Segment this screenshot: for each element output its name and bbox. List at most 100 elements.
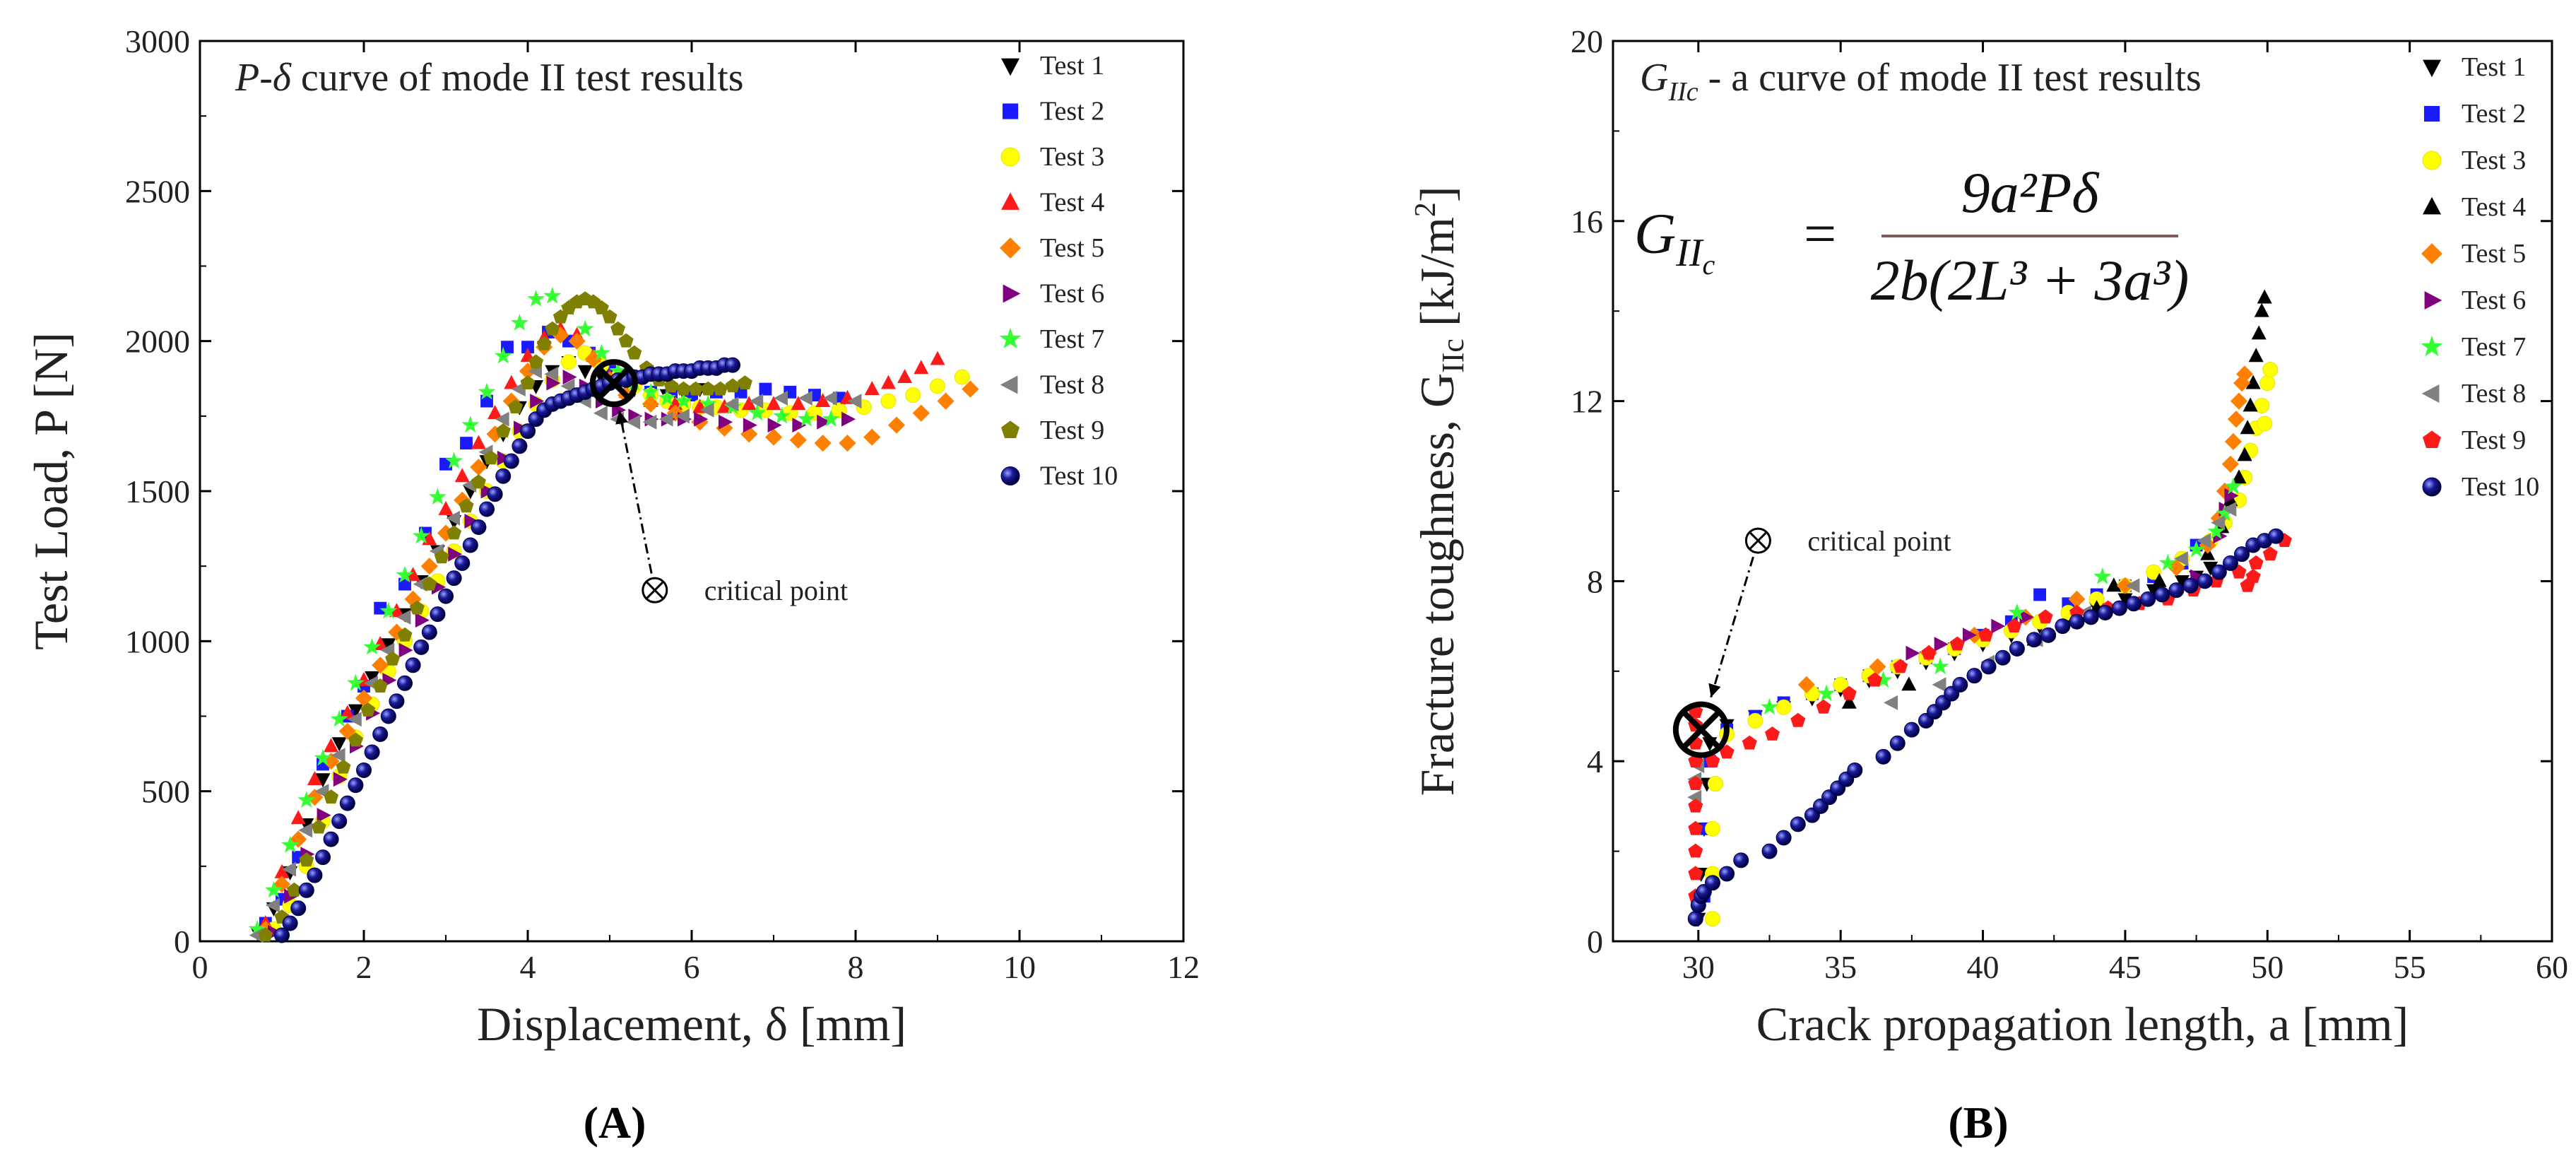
data-point [1688,776,1703,790]
data-point [2230,392,2248,410]
data-point [2117,593,2133,608]
data-point [494,346,512,364]
data-point [338,722,356,740]
data-point [249,928,264,943]
y-axis-label-main: Fracture toughness, G [1410,373,1464,796]
data-point [1790,816,1806,832]
data-point [1847,762,1863,778]
data-point [527,290,545,307]
data-point [699,402,714,418]
data-point [459,498,474,513]
data-point [675,408,690,424]
data-point [508,399,524,413]
data-point [815,393,831,407]
data-point [545,321,560,336]
data-point [1884,695,1898,710]
data-point [398,642,413,658]
formula-lhs: GIIc [1634,201,1715,281]
data-point [2040,627,2057,643]
data-point [360,702,376,717]
annotation-arrow-line [1710,556,1754,698]
data-point [1949,636,1965,651]
legend-marker [2422,151,2442,170]
data-point [510,314,528,331]
data-point [454,555,471,571]
data-point [346,673,365,691]
data-point [2146,584,2161,599]
series-a-6 [268,370,856,940]
x-tick-label: 40 [1967,949,1999,985]
data-point [2008,603,2026,620]
data-point [1906,645,1920,661]
critical-cross [1749,531,1768,550]
data-point [2207,522,2226,539]
legend-label: Test 10 [2462,472,2539,502]
legend-label: Test 5 [2462,239,2526,269]
formula-lhs-subsub: c [1703,249,1715,281]
data-point [333,772,348,787]
data-point [642,395,660,413]
x-tick-label: 55 [2394,949,2426,985]
data-point [461,416,480,433]
legend-label: Test 10 [1040,461,1118,491]
data-point [841,411,856,427]
data-point [930,351,945,365]
y-tick-label: 3000 [125,23,190,59]
data-point [464,514,479,529]
data-point [347,712,362,727]
y-tick-label: 0 [1587,924,1603,960]
x-axis-label: Crack propagation length, a [mm] [1756,997,2409,1051]
data-point [2125,578,2140,594]
data-point [561,354,577,370]
legend-marker [1002,103,1019,119]
critical-point-marker [589,359,638,408]
x-tick-label: 0 [192,949,208,985]
data-point [2154,587,2170,603]
critical-point-legend-icon [642,577,668,603]
data-point [503,453,519,469]
critical-point-marker [1672,701,1730,758]
x-tick-label: 8 [848,949,864,985]
data-point [2245,375,2261,389]
data-point [759,382,772,396]
data-point [1903,722,1920,738]
data-point [1688,820,1703,835]
annotation-arrow-head [1708,683,1721,697]
data-point [2224,432,2242,450]
data-point [331,737,347,752]
legend-marker [1001,58,1020,76]
data-point [1966,668,1983,684]
data-point [2125,596,2141,612]
data-point [2234,546,2250,563]
data-point [880,393,897,409]
data-point [2216,504,2234,522]
data-point [470,459,488,476]
legend-marker [2423,430,2441,448]
y-tick-label: 12 [1571,384,1603,420]
data-point [2093,567,2112,584]
data-point [2240,420,2255,435]
data-point [290,900,307,917]
data-point [602,309,618,324]
x-tick-label: 50 [2251,949,2283,985]
data-point [713,381,728,396]
data-point [298,823,313,838]
data-point [675,381,691,396]
data-point [520,423,536,440]
data-point [298,882,314,898]
data-point [962,380,979,398]
data-point [568,332,586,350]
data-point [1687,911,1703,927]
data-point [1705,753,1720,768]
chart-title-sub: IIc [1667,77,1698,107]
data-point [2222,555,2238,571]
data-point [434,549,449,564]
data-point [290,810,306,825]
data-point [2262,362,2279,378]
critical-point-label: critical point [704,575,848,606]
data-point [792,418,807,433]
formula-numerator: 9a²Pδ [1961,160,2101,225]
data-point [389,693,405,709]
x-tick-label: 10 [1003,949,1036,985]
